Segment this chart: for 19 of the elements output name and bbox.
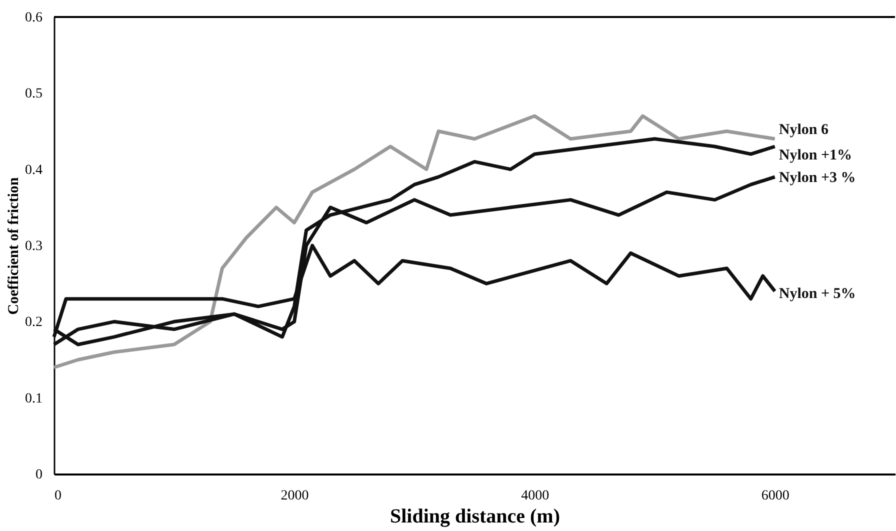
y-tick-label: 0.1 <box>25 391 42 406</box>
series-label: Nylon +1% <box>778 147 852 164</box>
y-tick-label: 0.4 <box>25 162 42 178</box>
y-tick-label: 0.2 <box>25 315 42 330</box>
series-label: Nylon +3 % <box>778 170 856 186</box>
x-tick-label: 4000 <box>521 488 550 504</box>
line-series <box>52 114 777 370</box>
series-label: Nylon 6 <box>778 122 829 138</box>
x-tick-label: 0 <box>54 488 62 504</box>
x-tick-label: 2000 <box>280 488 309 504</box>
y-axis-title: Coefficient of friction <box>6 176 22 315</box>
series-label: Nylon + 5% <box>778 286 856 302</box>
y-tick-label: 0 <box>36 468 42 482</box>
line-series <box>52 137 777 346</box>
x-tick-label: 6000 <box>761 488 790 504</box>
y-tick-label: 0.5 <box>25 86 42 102</box>
x-axis-title: Sliding distance (m) <box>390 506 560 528</box>
y-tick-label: 0.6 <box>25 10 42 26</box>
y-tick-label: 0.3 <box>25 239 42 254</box>
